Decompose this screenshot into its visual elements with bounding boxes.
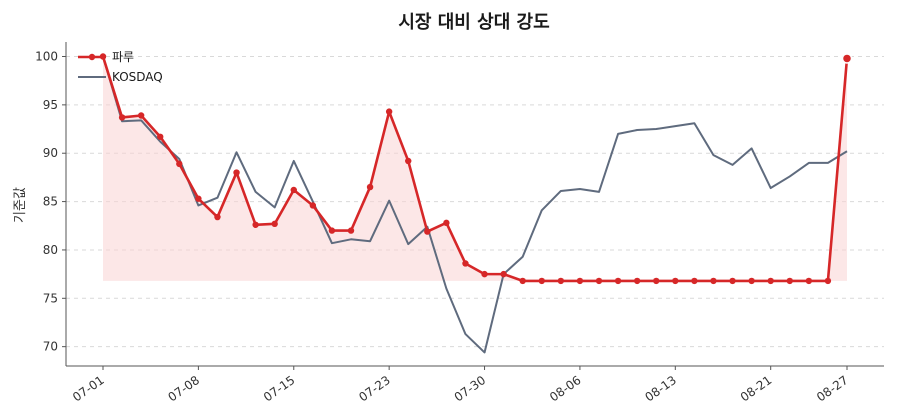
data-point	[195, 195, 202, 202]
data-point	[710, 277, 717, 285]
data-point	[633, 277, 641, 285]
x-tick-label: 08-21	[738, 373, 775, 404]
data-point	[519, 277, 526, 285]
data-point	[405, 157, 412, 165]
y-tick-label: 70	[43, 340, 58, 354]
y-tick-label: 90	[43, 146, 58, 160]
data-point	[786, 277, 793, 285]
series-fill-area	[103, 56, 847, 281]
data-point	[841, 53, 853, 64]
data-point	[691, 277, 698, 285]
data-point	[576, 277, 584, 285]
series-layer	[99, 53, 853, 354]
data-point	[481, 270, 488, 278]
data-point	[214, 213, 221, 221]
y-tick-label: 95	[43, 98, 58, 112]
x-tick-label: 07-08	[166, 373, 203, 404]
data-point	[748, 277, 755, 285]
legend-label: KOSDAQ	[112, 70, 163, 84]
data-point	[157, 133, 164, 140]
x-tick-label: 07-23	[356, 373, 393, 404]
axes: 70 75 80 85 90 95 100 07-01 07-08 07-15 07-23 07-30…	[35, 42, 884, 404]
data-point	[176, 160, 183, 168]
legend-swatch-marker	[88, 53, 96, 61]
data-point	[500, 270, 507, 278]
x-tick-label: 08-27	[814, 373, 851, 404]
data-point	[328, 227, 336, 234]
data-point	[557, 277, 565, 285]
data-point	[385, 108, 393, 115]
data-point	[538, 277, 545, 285]
data-point	[290, 186, 297, 194]
data-point	[462, 260, 469, 267]
data-point	[614, 277, 622, 285]
legend: 파루 KOSDAQ	[78, 50, 163, 84]
data-point	[595, 277, 603, 285]
data-point	[672, 277, 679, 285]
data-point	[252, 221, 259, 228]
data-point	[824, 277, 832, 285]
data-point	[424, 228, 431, 235]
data-point	[443, 219, 450, 227]
data-point	[805, 277, 813, 285]
x-tick-label: 07-15	[261, 373, 298, 404]
series-line-kosdaq	[102, 56, 848, 354]
data-point	[137, 112, 145, 119]
y-tick-label: 75	[43, 291, 58, 305]
x-tick-label: 07-01	[70, 373, 107, 404]
data-point	[653, 277, 660, 285]
data-point	[729, 277, 736, 285]
series-line-paru	[101, 56, 849, 283]
chart-title: 시장 대비 상대 강도	[398, 12, 549, 33]
data-point	[366, 183, 374, 191]
legend-label: 파루	[112, 50, 134, 64]
y-tick-label: 100	[35, 50, 58, 64]
data-point	[347, 227, 355, 234]
y-tick-label: 85	[43, 195, 58, 209]
x-tick-label: 08-13	[642, 373, 679, 404]
data-point	[233, 169, 240, 176]
fill-area	[103, 56, 847, 281]
x-tick-label: 07-30	[452, 373, 489, 404]
y-axis-label: 기준값	[13, 187, 28, 223]
data-point	[118, 114, 126, 121]
data-point	[767, 277, 774, 285]
data-point	[271, 220, 278, 228]
data-point	[309, 202, 317, 209]
x-tick-label: 08-06	[547, 373, 584, 404]
y-tick-label: 80	[43, 243, 58, 257]
